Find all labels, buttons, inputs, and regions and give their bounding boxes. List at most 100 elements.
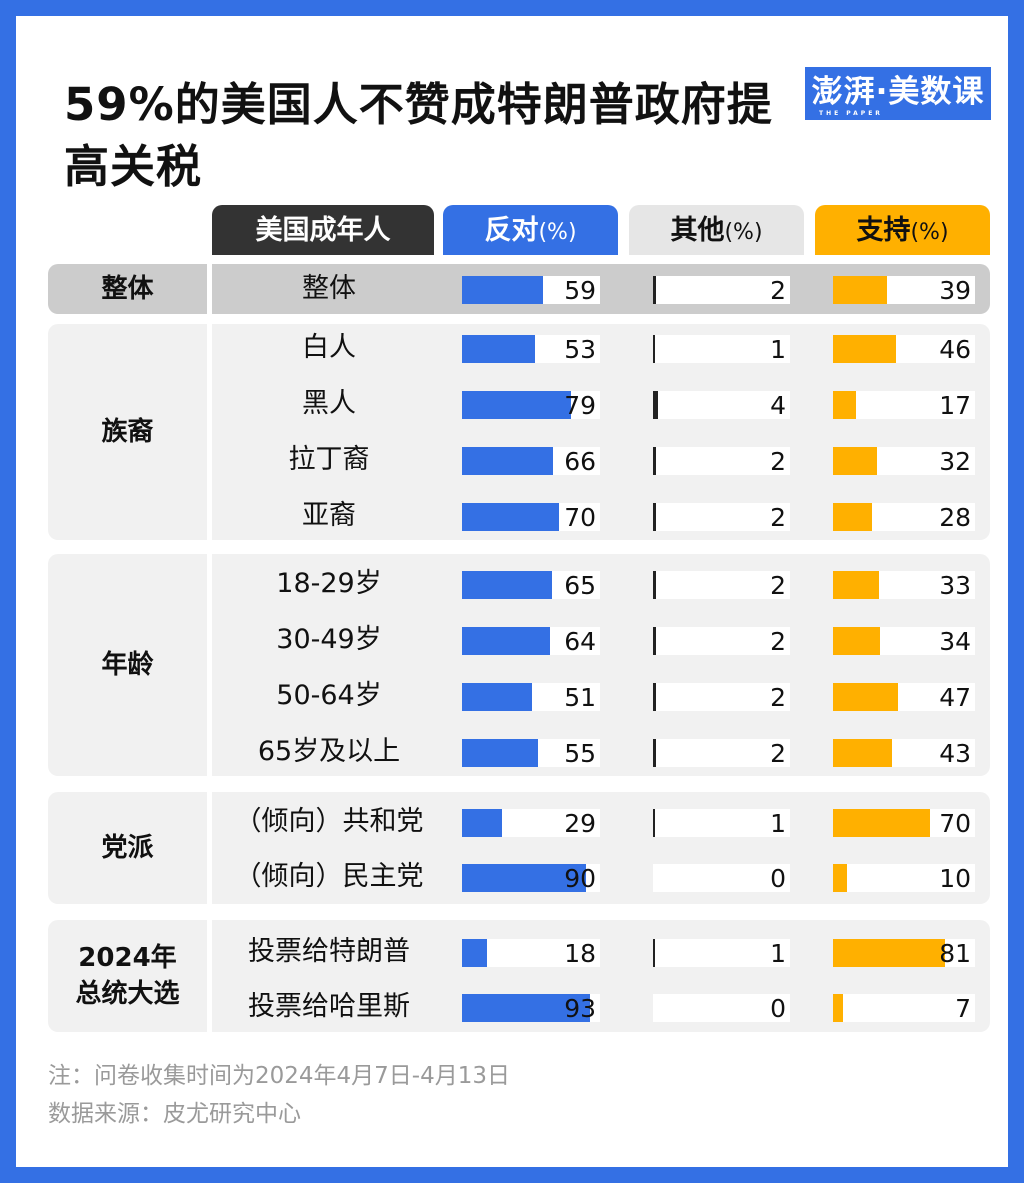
support-track: 17: [833, 391, 975, 420]
oppose-value: 29: [564, 809, 596, 838]
other-track: 2: [653, 503, 790, 532]
oppose-track: 51: [462, 683, 600, 712]
support-value: 17: [939, 391, 971, 420]
other-track: 2: [653, 447, 790, 476]
row-label: 拉丁裔: [288, 444, 370, 475]
other-bar: [653, 335, 655, 363]
group-label: 整体: [101, 274, 154, 304]
other-value: 2: [770, 683, 786, 712]
other-track: 2: [653, 571, 790, 600]
other-value: 0: [770, 994, 786, 1023]
oppose-bar: [462, 391, 572, 419]
other-bar: [653, 627, 656, 655]
other-track: 1: [653, 939, 790, 968]
group-divider: [207, 554, 212, 776]
row-label: 整体: [302, 273, 356, 304]
logo: 澎湃·美数课 THE PAPER: [805, 67, 991, 120]
oppose-value: 65: [564, 571, 596, 600]
other-value: 1: [770, 809, 786, 838]
chart-title: 59%的美国人不赞成特朗普政府提高关税: [64, 78, 773, 193]
other-bar: [653, 503, 656, 531]
oppose-value: 53: [564, 335, 596, 364]
column-header: 其他(%): [629, 205, 804, 255]
support-value: 47: [939, 683, 971, 712]
column-header-label: 反对: [484, 215, 539, 246]
other-value: 1: [770, 939, 786, 968]
support-value: 32: [939, 447, 971, 476]
support-bar: [833, 335, 897, 363]
support-bar: [833, 447, 878, 475]
other-track: 0: [653, 994, 790, 1023]
support-bar: [833, 391, 857, 419]
other-bar: [653, 683, 656, 711]
column-header-label: 支持: [856, 215, 911, 246]
group-divider: [207, 264, 212, 314]
other-bar: [653, 571, 656, 599]
oppose-value: 51: [564, 683, 596, 712]
support-value: 7: [955, 994, 971, 1023]
other-bar: [653, 447, 656, 475]
support-value: 39: [939, 276, 971, 305]
support-bar: [833, 994, 843, 1022]
oppose-bar: [462, 276, 544, 304]
support-value: 70: [939, 809, 971, 838]
group-label: 2024年 总统大选: [75, 943, 180, 1009]
oppose-bar: [462, 994, 591, 1022]
support-track: 7: [833, 994, 975, 1023]
column-header-unit: (%): [724, 220, 763, 245]
oppose-track: 65: [462, 571, 600, 600]
row-label: （倾向）民主党: [234, 861, 424, 892]
support-value: 46: [939, 335, 971, 364]
row-label: 亚裔: [302, 500, 356, 531]
column-header-label: 美国成年人: [255, 215, 391, 246]
group-label: 党派: [101, 833, 154, 863]
other-bar: [653, 939, 655, 967]
support-track: 32: [833, 447, 975, 476]
oppose-value: 59: [564, 276, 596, 305]
support-track: 39: [833, 276, 975, 305]
support-value: 81: [939, 939, 971, 968]
oppose-value: 55: [564, 739, 596, 768]
row-label: 投票给特朗普: [248, 936, 410, 967]
oppose-bar: [462, 503, 559, 531]
oppose-track: 66: [462, 447, 600, 476]
support-track: 10: [833, 864, 975, 893]
oppose-bar: [462, 447, 554, 475]
other-track: 0: [653, 864, 790, 893]
other-value: 2: [770, 276, 786, 305]
row-label: 18-29岁: [276, 568, 382, 599]
support-bar: [833, 503, 872, 531]
footnote-source: 数据来源：皮尤研究中心: [48, 1101, 301, 1127]
column-header-unit: (%): [538, 220, 577, 245]
other-value: 0: [770, 864, 786, 893]
support-value: 10: [939, 864, 971, 893]
other-track: 1: [653, 335, 790, 364]
support-value: 33: [939, 571, 971, 600]
other-value: 1: [770, 335, 786, 364]
oppose-track: 29: [462, 809, 600, 838]
oppose-bar: [462, 864, 587, 892]
other-value: 4: [770, 391, 786, 420]
column-header: 反对(%): [443, 205, 618, 255]
other-value: 2: [770, 739, 786, 768]
logo-text: 澎湃·美数课: [811, 74, 985, 110]
row-label: 65岁及以上: [257, 736, 401, 767]
other-track: 2: [653, 739, 790, 768]
column-header: 支持(%): [815, 205, 990, 255]
oppose-track: 90: [462, 864, 600, 893]
other-track: 2: [653, 683, 790, 712]
support-track: 43: [833, 739, 975, 768]
support-track: 28: [833, 503, 975, 532]
oppose-value: 70: [564, 503, 596, 532]
oppose-value: 64: [564, 627, 596, 656]
support-track: 33: [833, 571, 975, 600]
oppose-value: 66: [564, 447, 596, 476]
oppose-bar: [462, 939, 487, 967]
column-header-label: 其他: [670, 215, 725, 246]
oppose-track: 55: [462, 739, 600, 768]
support-bar: [833, 739, 893, 767]
oppose-bar: [462, 809, 503, 837]
oppose-value: 18: [564, 939, 596, 968]
row-label: 30-49岁: [276, 624, 382, 655]
oppose-bar: [462, 571, 552, 599]
